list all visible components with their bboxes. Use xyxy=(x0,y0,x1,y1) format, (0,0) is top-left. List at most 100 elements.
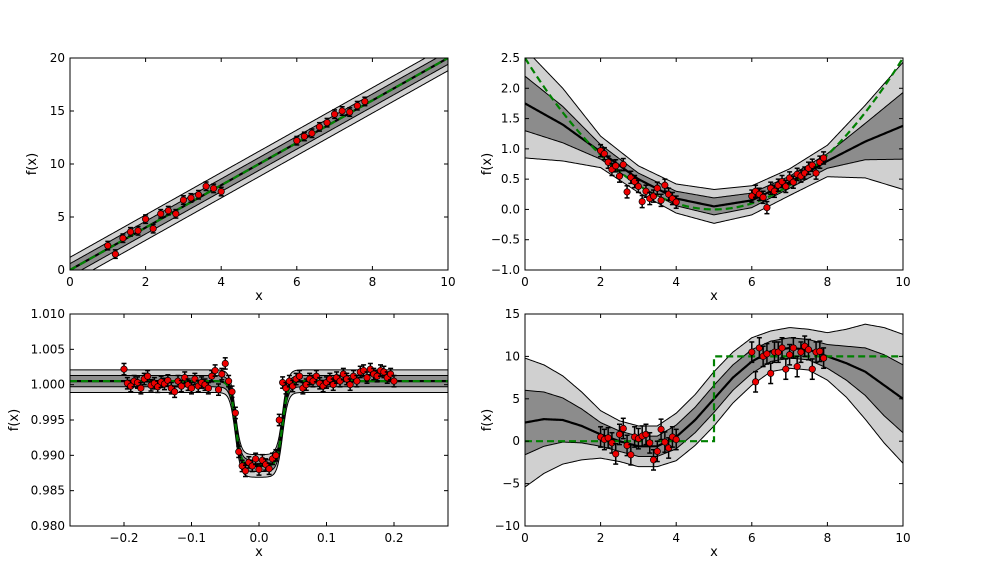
data-point xyxy=(302,378,310,392)
point-marker xyxy=(181,374,189,382)
point-marker xyxy=(177,382,185,390)
y-tick-label: 0 xyxy=(57,263,65,277)
point-marker xyxy=(149,225,157,233)
data-point xyxy=(653,181,661,196)
point-marker xyxy=(782,365,790,373)
y-tick-label: 10 xyxy=(505,349,520,363)
x-tick-label: 6 xyxy=(293,275,301,289)
point-marker xyxy=(265,465,273,473)
point-marker xyxy=(134,227,142,235)
data-point xyxy=(338,106,346,116)
data-point xyxy=(308,128,316,139)
data-point xyxy=(597,143,605,158)
x-tick-label: 4 xyxy=(672,531,680,545)
data-point xyxy=(127,379,135,393)
x-tick-label: 4 xyxy=(672,275,680,289)
point-marker xyxy=(608,439,616,447)
point-marker xyxy=(672,435,680,444)
data-point xyxy=(315,121,324,132)
data-point xyxy=(255,463,263,476)
data-point xyxy=(366,362,374,376)
data-point xyxy=(331,109,339,120)
point-marker xyxy=(353,377,361,385)
data-point xyxy=(619,417,627,440)
point-marker xyxy=(653,184,661,192)
point-marker xyxy=(210,184,218,192)
y-tick-label: 2.0 xyxy=(501,81,520,95)
point-marker xyxy=(646,439,654,447)
point-marker xyxy=(623,441,631,449)
x-tick-label: 8 xyxy=(369,275,377,289)
data-point xyxy=(293,135,301,146)
data-point xyxy=(623,185,631,199)
point-marker xyxy=(653,447,661,455)
data-point xyxy=(353,100,361,111)
data-point xyxy=(600,146,608,161)
x-tick-label: 4 xyxy=(217,275,225,289)
point-marker xyxy=(235,448,243,456)
point-marker xyxy=(214,386,223,394)
point-marker xyxy=(120,365,128,373)
data-point xyxy=(812,166,820,180)
y-axis-label: f(x) xyxy=(25,153,40,175)
data-point xyxy=(275,413,283,427)
data-point xyxy=(759,190,767,205)
point-marker xyxy=(619,161,627,169)
y-axis-label: f(x) xyxy=(480,409,495,431)
point-marker xyxy=(661,438,669,446)
y-tick-label: 10 xyxy=(50,157,65,171)
x-tick-label: 2 xyxy=(597,275,605,289)
plot-area xyxy=(525,323,903,488)
subplot-linear: 0 2 4 6 8 10 0 5 10 15 20 x f(x) xyxy=(25,51,456,304)
truth-line xyxy=(525,58,903,211)
point-marker xyxy=(808,365,816,373)
data-point xyxy=(154,380,162,394)
y-tick-label: 5 xyxy=(512,392,520,406)
x-tick-label: 0 xyxy=(66,275,74,289)
band-edge-0 xyxy=(70,58,427,258)
point-marker xyxy=(816,347,824,355)
point-marker xyxy=(172,210,180,218)
y-tick-label: 1.000 xyxy=(31,378,65,392)
point-marker xyxy=(187,384,196,392)
x-tick-label: 0.2 xyxy=(384,531,403,545)
data-point xyxy=(111,249,119,260)
point-marker xyxy=(312,372,320,380)
data-point xyxy=(665,437,673,459)
point-marker xyxy=(126,228,135,236)
data-point xyxy=(157,208,165,219)
y-tick-label: 1.0 xyxy=(501,142,520,156)
data-point xyxy=(272,448,280,462)
data-point xyxy=(759,345,767,368)
x-axis-label: x xyxy=(255,289,263,304)
data-point xyxy=(177,379,185,393)
point-marker xyxy=(252,455,260,463)
x-axis-label: x xyxy=(710,289,718,304)
data-point xyxy=(126,226,135,237)
point-marker xyxy=(137,384,145,392)
point-marker xyxy=(353,102,361,110)
y-axis-label: f(x) xyxy=(7,409,22,431)
band-edge-3 xyxy=(525,357,903,457)
data-point xyxy=(767,362,775,385)
data-point xyxy=(657,193,665,208)
point-marker xyxy=(752,378,760,386)
data-point xyxy=(323,117,331,128)
data-point xyxy=(782,179,790,194)
point-marker xyxy=(657,196,665,204)
point-marker xyxy=(308,129,316,137)
y-tick-label: 0.990 xyxy=(31,448,65,462)
point-marker xyxy=(778,344,786,352)
data-point xyxy=(228,385,236,399)
point-marker xyxy=(164,207,172,215)
data-point xyxy=(634,179,642,194)
point-marker xyxy=(171,388,179,396)
point-marker xyxy=(336,377,344,385)
point-marker xyxy=(293,137,301,145)
axes-frame xyxy=(524,313,904,527)
data-point xyxy=(646,431,654,454)
subplot-step: 0 2 4 6 8 10 −10 −5 0 5 10 15 x f(x) xyxy=(480,307,911,560)
data-point xyxy=(661,178,669,193)
data-point xyxy=(789,336,797,359)
